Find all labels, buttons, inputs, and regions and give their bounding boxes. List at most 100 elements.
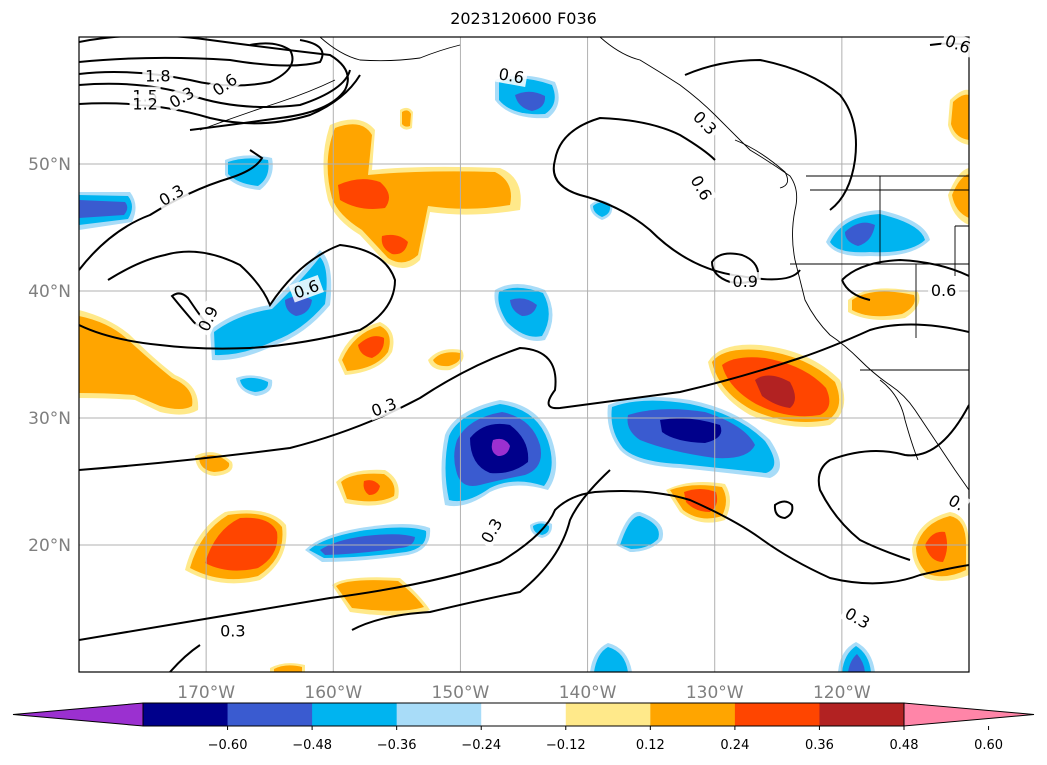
colorbar-tick-label: 0.24 bbox=[720, 738, 749, 753]
colorbar-tick-label: 0.60 bbox=[974, 738, 1003, 753]
negative-anomaly-region bbox=[441, 400, 557, 507]
contour-label: 1.2 bbox=[132, 94, 157, 113]
negative-anomaly-region bbox=[616, 511, 664, 552]
contour-line bbox=[79, 490, 969, 641]
colorbar-tick-label: 0.48 bbox=[890, 738, 919, 753]
contour-label-halo bbox=[839, 602, 876, 634]
contour-label-group: 1.2 bbox=[129, 94, 161, 113]
longitude-tick-label: 170°W bbox=[177, 683, 235, 703]
negative-anomaly-region bbox=[590, 643, 632, 672]
contour-lines bbox=[79, 37, 969, 672]
contour-label-group: 0.6 bbox=[928, 281, 960, 300]
contour-label-halo bbox=[142, 66, 174, 85]
latitude-tick-label: 40°N bbox=[28, 282, 71, 302]
contour-labels: 1.81.51.20.30.60.60.30.60.30.60.60.90.90… bbox=[129, 29, 976, 640]
colorbar-segment bbox=[734, 703, 820, 726]
contour-label-halo bbox=[687, 105, 723, 140]
longitude-tick-label: 160°W bbox=[304, 683, 362, 703]
contour-line bbox=[79, 323, 969, 471]
latitude-axis: 50°N 40°N 30°N 20°N bbox=[28, 155, 71, 556]
contour-line bbox=[169, 644, 201, 672]
contour-label-halo bbox=[475, 512, 507, 549]
chart-title: 2023120600 F036 bbox=[450, 9, 597, 28]
contour-line bbox=[554, 116, 716, 161]
positive-anomaly-region bbox=[336, 469, 399, 506]
colorbar-tick-label: −0.60 bbox=[208, 738, 248, 753]
negative-anomaly-region bbox=[607, 396, 780, 478]
colorbar-segment bbox=[396, 703, 482, 726]
contour-label-halo bbox=[942, 488, 971, 516]
contour-line bbox=[773, 500, 794, 520]
negative-anomaly-region bbox=[79, 192, 136, 230]
colorbar-tick-label: −0.48 bbox=[292, 738, 332, 753]
latitude-tick-label: 50°N bbox=[28, 155, 71, 175]
contour-label-group: 0. bbox=[942, 488, 971, 516]
colorbar-segment bbox=[312, 703, 398, 726]
contour-label-halo bbox=[729, 272, 761, 291]
vancouver-island bbox=[734, 139, 789, 189]
colorbar-tick-label: 0.36 bbox=[805, 738, 834, 753]
contour-label: 0.6 bbox=[497, 64, 525, 87]
north-america-coast bbox=[599, 37, 969, 491]
contour-label: 0.9 bbox=[733, 272, 758, 291]
colorbar-frame bbox=[142, 702, 905, 727]
contour-line bbox=[79, 69, 351, 109]
colorbar-segment bbox=[650, 703, 736, 726]
contour-label-halo bbox=[686, 169, 718, 206]
positive-anomaly-region bbox=[400, 107, 413, 130]
alaska-coast bbox=[319, 37, 461, 62]
contour-label-halo bbox=[129, 94, 161, 113]
contour-label-halo bbox=[217, 621, 249, 640]
positive-anomaly-region bbox=[948, 89, 969, 225]
contour-line bbox=[817, 404, 969, 561]
contour-label-group: 1.8 bbox=[142, 66, 174, 85]
contour-label-halo bbox=[928, 281, 960, 299]
latitude-tick-label: 20°N bbox=[28, 536, 71, 556]
coastlines bbox=[199, 37, 969, 491]
contour-label-halo bbox=[153, 179, 190, 211]
contour-label-halo bbox=[206, 68, 243, 101]
contour-label-halo bbox=[288, 275, 324, 303]
baja-california-coast bbox=[879, 379, 919, 461]
colorbar-extend-min bbox=[12, 702, 144, 727]
colorbar-segment bbox=[819, 703, 905, 726]
contour-label: 0.6 bbox=[931, 281, 956, 300]
positive-anomaly-region bbox=[912, 512, 969, 581]
positive-anomaly-region bbox=[323, 119, 521, 269]
idaho-border bbox=[954, 225, 969, 276]
longitude-axis: 170°W 160°W 150°W 140°W 130°W 120°W bbox=[177, 683, 871, 703]
positive-anomaly-region bbox=[270, 663, 305, 672]
negative-anomaly-region bbox=[305, 524, 431, 562]
contour-label-halo bbox=[940, 29, 976, 58]
negative-anomaly-region bbox=[590, 200, 613, 220]
contour-label-group: 0.9 bbox=[729, 272, 761, 291]
colorbar-tick-label: −0.36 bbox=[377, 738, 417, 753]
contour-line bbox=[841, 258, 969, 281]
colorbar: −0.60 −0.48 −0.36 −0.24 −0.12 0.12 0.24 0.36 0.4… bbox=[12, 702, 1035, 753]
colorbar-extend-max bbox=[903, 702, 1035, 727]
contour-label: 1.8 bbox=[145, 66, 170, 85]
contour-line bbox=[552, 159, 801, 281]
contour-line bbox=[841, 279, 871, 301]
positive-anomaly-region bbox=[848, 288, 920, 320]
contour-label: 0.3 bbox=[220, 621, 245, 640]
contour-line bbox=[79, 243, 397, 350]
contour-label-halo bbox=[193, 300, 223, 337]
negative-anomaly-region bbox=[494, 284, 553, 341]
colorbar-segment bbox=[481, 703, 567, 726]
longitude-tick-label: 120°W bbox=[813, 683, 871, 703]
colorbar-segment bbox=[227, 703, 313, 726]
map-frame bbox=[78, 36, 970, 673]
latitude-tick-label: 30°N bbox=[28, 409, 71, 429]
contour-label-halo bbox=[494, 63, 529, 87]
longitude-tick-label: 140°W bbox=[559, 683, 617, 703]
negative-anomaly-region bbox=[495, 75, 559, 119]
contour-label-halo bbox=[366, 393, 402, 421]
positive-anomaly-region bbox=[708, 344, 845, 428]
colorbar-tick-label: −0.12 bbox=[546, 738, 586, 753]
contour-line bbox=[79, 37, 349, 131]
contour-line bbox=[684, 58, 857, 211]
longitude-tick-label: 150°W bbox=[432, 683, 490, 703]
contour-line bbox=[351, 469, 611, 631]
colorbar-tick-label: 0.12 bbox=[636, 738, 665, 753]
